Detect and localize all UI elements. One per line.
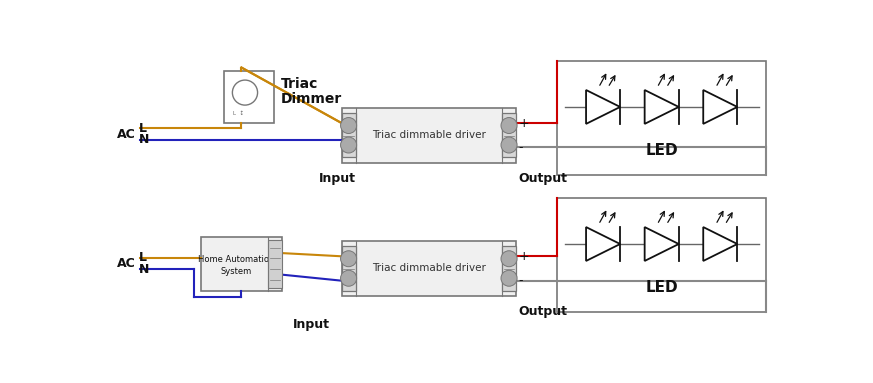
Text: Output: Output (519, 172, 567, 185)
Text: N: N (139, 133, 149, 146)
Bar (341, 246, 355, 291)
Text: Dimmer: Dimmer (280, 92, 341, 106)
Text: System: System (221, 267, 252, 277)
Text: L  ↕: L ↕ (233, 111, 244, 116)
Text: L: L (139, 251, 147, 264)
Circle shape (340, 270, 357, 286)
Polygon shape (586, 90, 620, 124)
Bar (502, 113, 516, 157)
Bar (557, 61, 766, 175)
Bar (341, 113, 355, 157)
Polygon shape (644, 227, 678, 261)
Bar (341, 241, 516, 296)
Bar (268, 240, 282, 288)
Text: Input: Input (293, 318, 330, 331)
Circle shape (501, 251, 517, 267)
Text: AC: AC (117, 257, 135, 270)
Text: Home Automation: Home Automation (198, 255, 275, 264)
Circle shape (501, 137, 517, 153)
Text: Input: Input (320, 172, 356, 185)
Bar (557, 198, 766, 313)
Polygon shape (704, 227, 738, 261)
Bar (341, 108, 516, 163)
Text: Output: Output (519, 306, 567, 318)
Polygon shape (586, 227, 620, 261)
Circle shape (501, 118, 517, 134)
Text: AC: AC (117, 128, 135, 141)
Text: -: - (519, 274, 523, 287)
Text: Triac dimmable driver: Triac dimmable driver (372, 264, 485, 273)
Text: Triac: Triac (280, 77, 318, 91)
Text: +: + (519, 250, 529, 263)
Circle shape (232, 80, 258, 105)
Text: N: N (139, 263, 149, 276)
Bar (502, 246, 516, 291)
Polygon shape (644, 90, 678, 124)
Polygon shape (704, 90, 738, 124)
Circle shape (340, 137, 357, 153)
Text: LED: LED (645, 143, 678, 158)
Text: LED: LED (645, 280, 678, 295)
Text: Triac dimmable driver: Triac dimmable driver (372, 130, 485, 140)
Bar (201, 237, 282, 291)
Text: +: + (519, 116, 529, 129)
Circle shape (501, 270, 517, 286)
Bar (223, 70, 274, 123)
Text: L: L (139, 122, 147, 135)
Text: -: - (519, 141, 523, 154)
Circle shape (340, 251, 357, 267)
Circle shape (340, 118, 357, 134)
